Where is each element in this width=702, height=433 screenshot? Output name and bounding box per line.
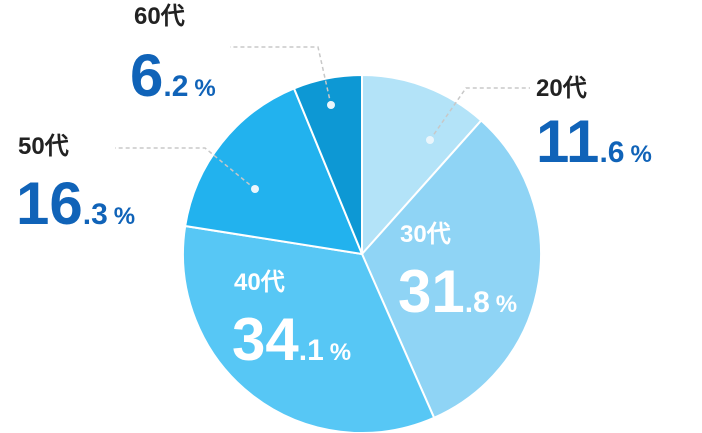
- leader-dot-4: [251, 185, 259, 193]
- leader-line-1: [429, 87, 530, 141]
- category-label-3: 40代: [234, 269, 285, 296]
- value-int-3: 34: [232, 306, 299, 373]
- slice-labels: 20代 11.6 % 30代 31.8 % 40代 34.1 % 50代 16.3 % 60代 6.2%: [16, 3, 652, 373]
- leader-line-4: [115, 147, 256, 190]
- leader-dot-1: [426, 136, 434, 144]
- value-dec-4: .3: [83, 198, 108, 231]
- value-label-3: 34.1%: [232, 306, 351, 373]
- leader-dot-5: [327, 101, 335, 109]
- value-label-5: 6.2%: [130, 42, 216, 109]
- pie-slice-2: [360, 119, 542, 420]
- value-int-2: 31: [398, 258, 465, 325]
- value-pct-2: %: [496, 291, 517, 318]
- value-label-4: 16.3%: [16, 170, 135, 237]
- category-label-2: 30代: [400, 221, 451, 248]
- pie-slice-4: [184, 87, 364, 256]
- value-pct-4: %: [114, 203, 135, 230]
- value-int-5: 6: [130, 42, 163, 109]
- value-int-4: 16: [16, 170, 83, 237]
- value-pct-5: %: [194, 75, 215, 102]
- value-int-1: 11: [536, 108, 599, 175]
- pie-slices: [182, 73, 542, 433]
- value-label-1: 11.6%: [536, 108, 652, 175]
- leader-lines: [115, 46, 530, 193]
- value-dec-3: .1: [299, 334, 324, 367]
- value-dec-1: .6: [599, 136, 624, 169]
- value-dec-5: .2: [163, 70, 188, 103]
- value-dec-2: .8: [465, 286, 490, 319]
- pie-slice-1: [361, 73, 483, 257]
- leader-line-5: [230, 46, 332, 106]
- category-label-5: 60代: [134, 3, 185, 30]
- value-pct-3: %: [330, 339, 351, 366]
- value-pct-1: %: [630, 141, 651, 168]
- value-label-2: 31.8%: [398, 258, 517, 325]
- pie-slice-5: [292, 73, 363, 255]
- category-label-1: 20代: [536, 75, 587, 102]
- category-label-4: 50代: [18, 133, 69, 160]
- pie-slice-3: [182, 224, 436, 433]
